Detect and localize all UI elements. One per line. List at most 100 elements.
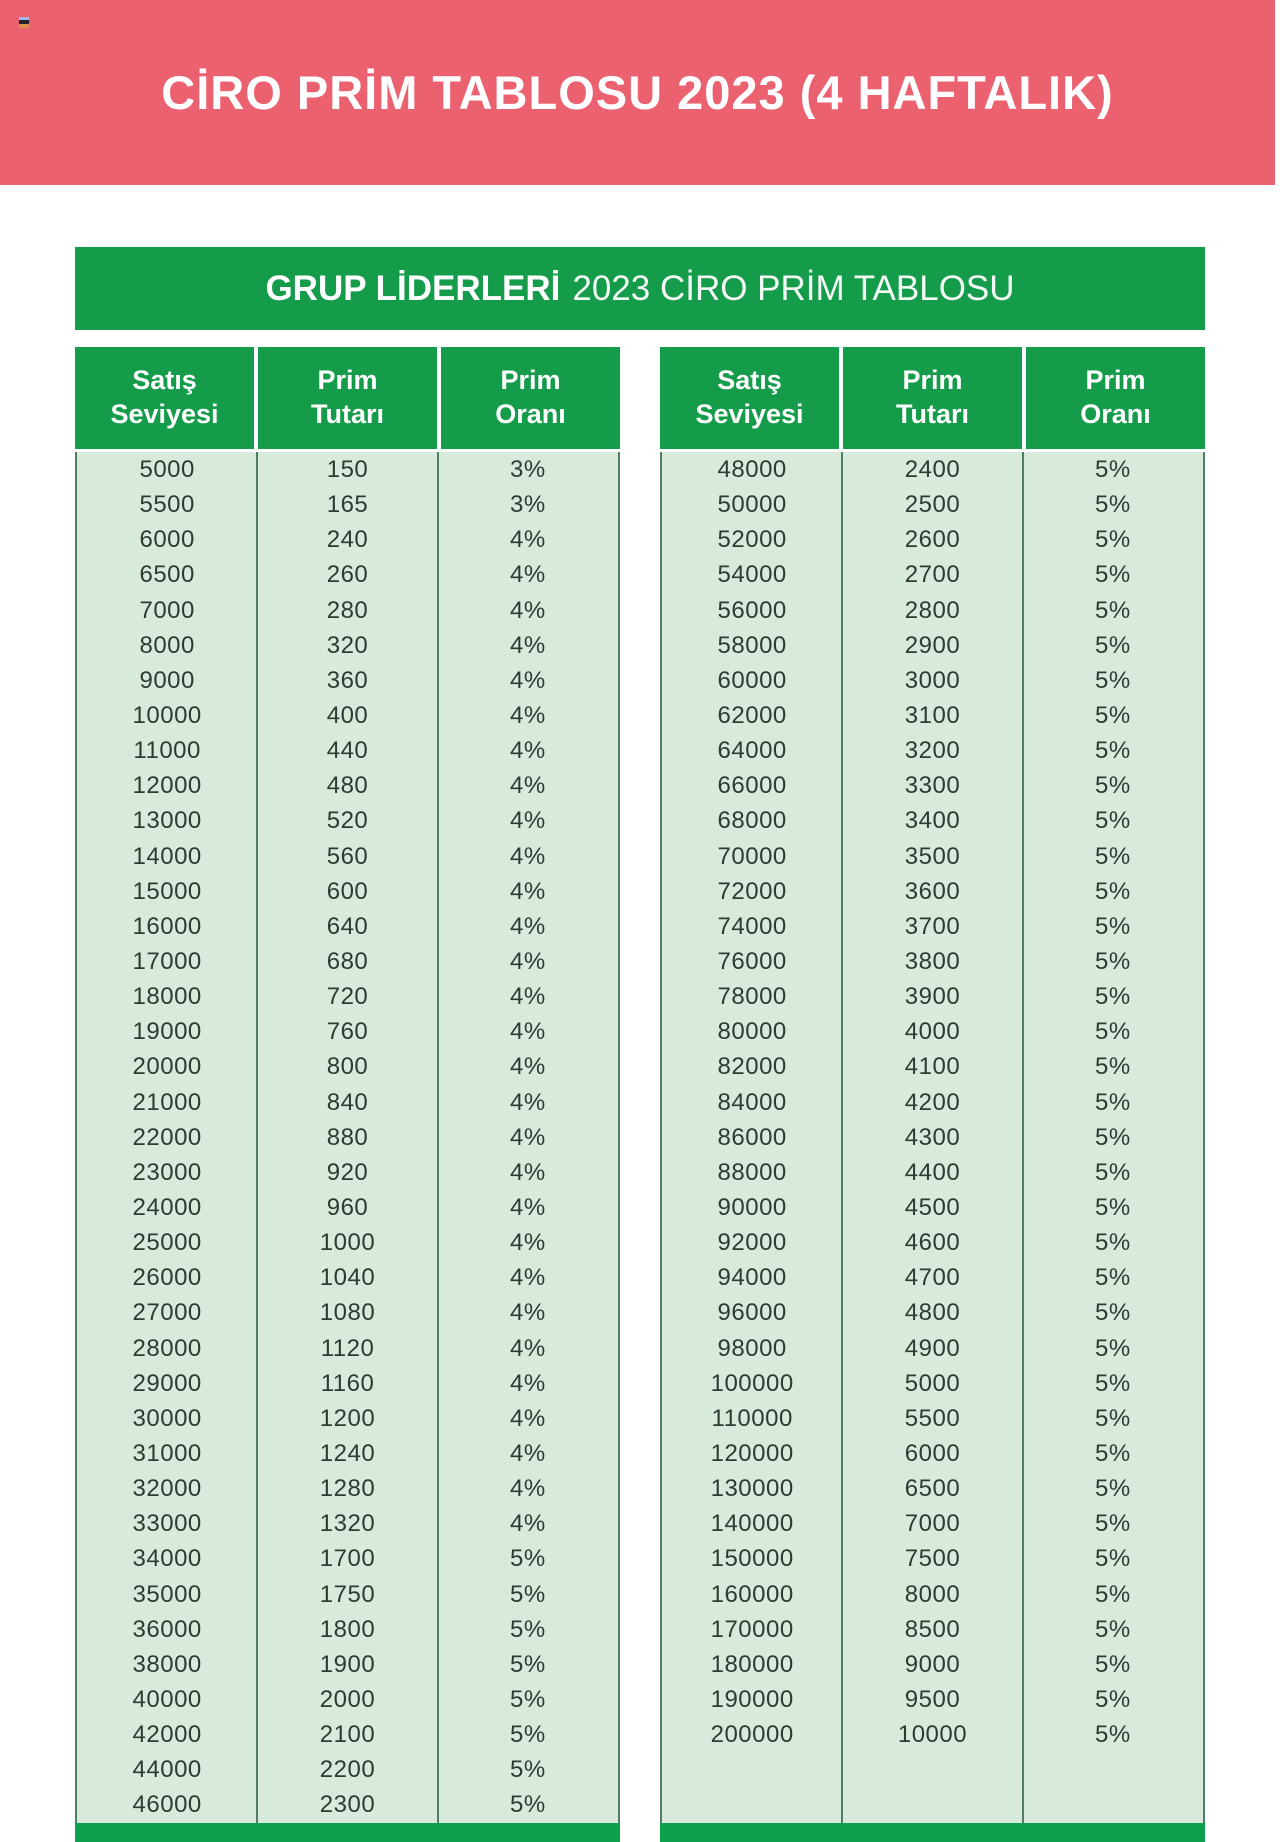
table-cell: 4%	[509, 947, 546, 975]
table-cell: 3400	[904, 807, 961, 835]
table-cell: 4700	[904, 1264, 961, 1292]
table-cell: 78000	[717, 983, 787, 1011]
table-cell: 4%	[509, 1088, 546, 1116]
bonus-table-right: Satış Seviyesi Prim Tutarı Prim Oranı 48…	[660, 347, 1205, 1823]
table-cell: 2900	[904, 631, 961, 659]
table-row: 70000 3500 5%	[662, 839, 1203, 874]
table-cell: 170000	[710, 1615, 794, 1643]
table-row: 15000 600 4%	[77, 874, 618, 909]
table-cell: 5%	[1094, 561, 1131, 589]
table-cell: 16000	[132, 912, 202, 940]
table-row: 35000 1750 5%	[77, 1577, 618, 1612]
table-cell: 52000	[717, 526, 787, 554]
table-cell: 200000	[710, 1721, 794, 1749]
table-cell: 4%	[509, 1053, 546, 1081]
table-cell: 3600	[904, 877, 961, 905]
table-cell: 5%	[1094, 1404, 1131, 1432]
table-row: 6000 240 4%	[77, 522, 618, 557]
table-cell: 64000	[717, 737, 787, 765]
table-cell: 5%	[1094, 912, 1131, 940]
table-cell: 2000	[319, 1685, 376, 1713]
column-divider	[256, 452, 259, 1823]
table-cell: 1040	[319, 1264, 376, 1292]
column-header-line: Prim	[317, 365, 378, 396]
table-cell: 3700	[904, 912, 961, 940]
table-row: 76000 3800 5%	[662, 944, 1203, 979]
table-cell: 27000	[132, 1299, 202, 1327]
table-cell: 4300	[904, 1123, 961, 1151]
table-cell: 42000	[132, 1721, 202, 1749]
table-cell: 4900	[904, 1334, 961, 1362]
table-row: 24000 960 4%	[77, 1190, 618, 1225]
table-cell: 130000	[710, 1475, 794, 1503]
table-cell: 5%	[1094, 1685, 1131, 1713]
table-row: 25000 1000 4%	[77, 1225, 618, 1260]
table-cell: 40000	[132, 1685, 202, 1713]
page-title: CİRO PRİM TABLOSU 2023 (4 HAFTALIK)	[161, 66, 1114, 119]
table-cell: 150	[326, 456, 369, 483]
table-cell: 29000	[132, 1369, 202, 1397]
table-row: 10000 400 4%	[77, 698, 618, 733]
table-row: 140000 7000 5%	[662, 1506, 1203, 1541]
table-cell: 5000	[139, 456, 195, 483]
table-cell: 760	[326, 1018, 369, 1046]
table-cell: 24000	[132, 1193, 202, 1221]
table-cell: 50000	[717, 491, 787, 519]
table-cell: 240	[326, 526, 369, 554]
table-cell: 5%	[1094, 701, 1131, 729]
table-cell: 100000	[710, 1369, 794, 1397]
table-cell: 880	[326, 1123, 369, 1151]
table-title-rest: 2023 CİRO PRİM TABLOSU	[572, 268, 1015, 308]
bonus-table-left: Satış Seviyesi Prim Tutarı Prim Oranı 50…	[75, 347, 620, 1823]
table-cell: 4400	[904, 1158, 961, 1186]
table-cell: 48000	[717, 456, 787, 483]
column-header-line: Tutarı	[311, 399, 384, 429]
table-cell: 5%	[509, 1545, 546, 1573]
table-cell: 1800	[319, 1615, 376, 1643]
table-row: 60000 3000 5%	[662, 663, 1203, 698]
table-cell: 4%	[509, 1123, 546, 1151]
table-row: 56000 2800 5%	[662, 593, 1203, 628]
table-row: 46000 2300 5%	[77, 1787, 618, 1822]
table-row: 50000 2500 5%	[662, 487, 1203, 522]
table-cell: 84000	[717, 1088, 787, 1116]
table-header-left: Satış Seviyesi Prim Tutarı Prim Oranı	[75, 347, 620, 449]
table-cell: 4%	[509, 737, 546, 765]
table-cell: 5%	[1094, 1088, 1131, 1116]
table-cell: 44000	[132, 1756, 202, 1784]
table-row: 23000 920 4%	[77, 1155, 618, 1190]
table-cell: 1200	[319, 1404, 376, 1432]
table-cell: 5%	[1094, 631, 1131, 659]
table-title-banner: GRUP LİDERLERİ 2023 CİRO PRİM TABLOSU	[75, 247, 1205, 330]
table-cell: 3500	[904, 842, 961, 870]
table-cell: 5500	[904, 1404, 961, 1432]
table-row: 12000 480 4%	[77, 768, 618, 803]
table-row: 36000 1800 5%	[77, 1612, 618, 1647]
table-row: 22000 880 4%	[77, 1120, 618, 1155]
table-row: 200000 10000 5%	[662, 1717, 1203, 1752]
table-cell: 7000	[139, 596, 195, 624]
table-cell: 5%	[1094, 1158, 1131, 1186]
table-cell: 360	[326, 666, 369, 694]
table-row: 54000 2700 5%	[662, 557, 1203, 592]
table-cell: 4%	[509, 631, 546, 659]
table-cell: 34000	[132, 1545, 202, 1573]
table-cell: 5%	[1094, 1369, 1131, 1397]
table-row: 48000 2400 5%	[662, 452, 1203, 487]
table-cell: 26000	[132, 1264, 202, 1292]
table-cell: 320	[326, 631, 369, 659]
table-row: 120000 6000 5%	[662, 1436, 1203, 1471]
table-cell: 480	[326, 772, 369, 800]
table-row: 5500 165 3%	[77, 487, 618, 522]
column-header-bonus-amount: Prim Tutarı	[258, 347, 437, 449]
table-cell: 4%	[509, 842, 546, 870]
table-row: 17000 680 4%	[77, 944, 618, 979]
table-cell: 600	[326, 877, 369, 905]
table-cell: 5%	[1094, 1650, 1131, 1678]
table-cell: 9000	[904, 1650, 961, 1678]
table-cell: 28000	[132, 1334, 202, 1362]
column-divider	[436, 452, 439, 1823]
column-header-line: Seviyesi	[110, 399, 219, 429]
table-cell: 4%	[509, 912, 546, 940]
table-cell: 1160	[320, 1369, 375, 1397]
